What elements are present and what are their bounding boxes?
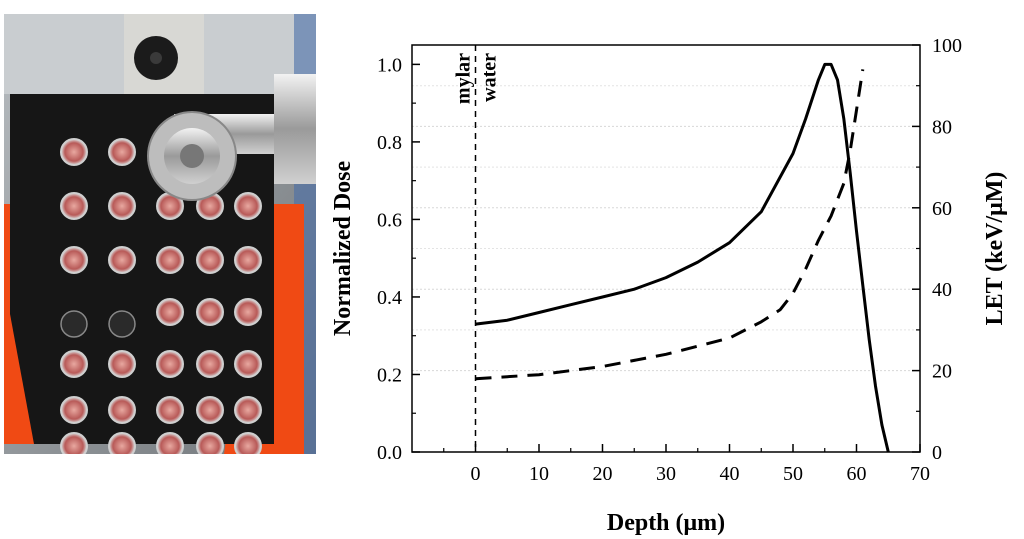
x-tick-label: 10 <box>529 463 549 485</box>
sample-well <box>60 192 88 220</box>
let-series-line <box>475 69 865 381</box>
sample-well <box>60 432 88 454</box>
sample-well <box>234 432 262 454</box>
sample-well <box>108 396 136 424</box>
sample-well <box>60 138 88 166</box>
sample-well <box>234 396 262 424</box>
mylar-annotation: mylar <box>453 53 475 104</box>
y2-tick-label: 60 <box>932 198 952 220</box>
sample-well <box>108 138 136 166</box>
sample-well <box>60 246 88 274</box>
y-axis-label: Normalized Dose <box>330 161 356 337</box>
x-tick-label: 70 <box>910 463 930 485</box>
y-tick-label: 1.0 <box>377 54 402 76</box>
sample-well <box>156 350 184 378</box>
x-tick-label: 50 <box>783 463 803 485</box>
sample-well <box>156 298 184 326</box>
y2-tick-label: 0 <box>932 442 942 464</box>
sample-well <box>196 246 224 274</box>
sample-well <box>60 350 88 378</box>
x-axis-label: Depth (μm) <box>607 510 725 536</box>
sample-well <box>196 298 224 326</box>
sample-well <box>196 350 224 378</box>
sample-well <box>156 396 184 424</box>
y-tick-label: 0.2 <box>377 364 402 386</box>
sample-well <box>108 192 136 220</box>
y2-axis-label: LET (keV/μM) <box>982 172 1008 326</box>
sample-well <box>234 350 262 378</box>
x-tick-label: 30 <box>656 463 676 485</box>
sample-well <box>60 396 88 424</box>
x-tick-label: 0 <box>471 463 481 485</box>
y2-tick-label: 100 <box>932 35 962 57</box>
sample-well <box>234 192 262 220</box>
sample-well <box>108 432 136 454</box>
y2-tick-label: 40 <box>932 279 952 301</box>
water-annotation: water <box>479 53 501 102</box>
y2-tick-label: 20 <box>932 361 952 383</box>
empty-well <box>60 310 88 338</box>
y-tick-label: 0.4 <box>377 287 402 309</box>
sample-well <box>108 246 136 274</box>
y-tick-label: 0.0 <box>377 442 402 464</box>
sample-well <box>196 396 224 424</box>
y2-tick-label: 80 <box>932 116 952 138</box>
dose-let-chart: 0 10 20 30 40 50 60 70 0.0 0.2 0.4 0.6 0.8 1.0 0 20 40… <box>330 35 1008 536</box>
sample-well <box>196 432 224 454</box>
x-tick-label: 40 <box>720 463 740 485</box>
dose-series-line <box>475 62 890 453</box>
sample-well <box>234 298 262 326</box>
sample-well <box>234 246 262 274</box>
sample-well <box>156 432 184 454</box>
x-tick-label: 60 <box>847 463 867 485</box>
x-tick-label: 20 <box>593 463 613 485</box>
sample-well <box>108 350 136 378</box>
sample-holder-photo <box>4 14 316 454</box>
sample-well <box>156 246 184 274</box>
y-tick-label: 0.8 <box>377 132 402 154</box>
y-tick-label: 0.6 <box>377 209 402 231</box>
empty-well <box>108 310 136 338</box>
